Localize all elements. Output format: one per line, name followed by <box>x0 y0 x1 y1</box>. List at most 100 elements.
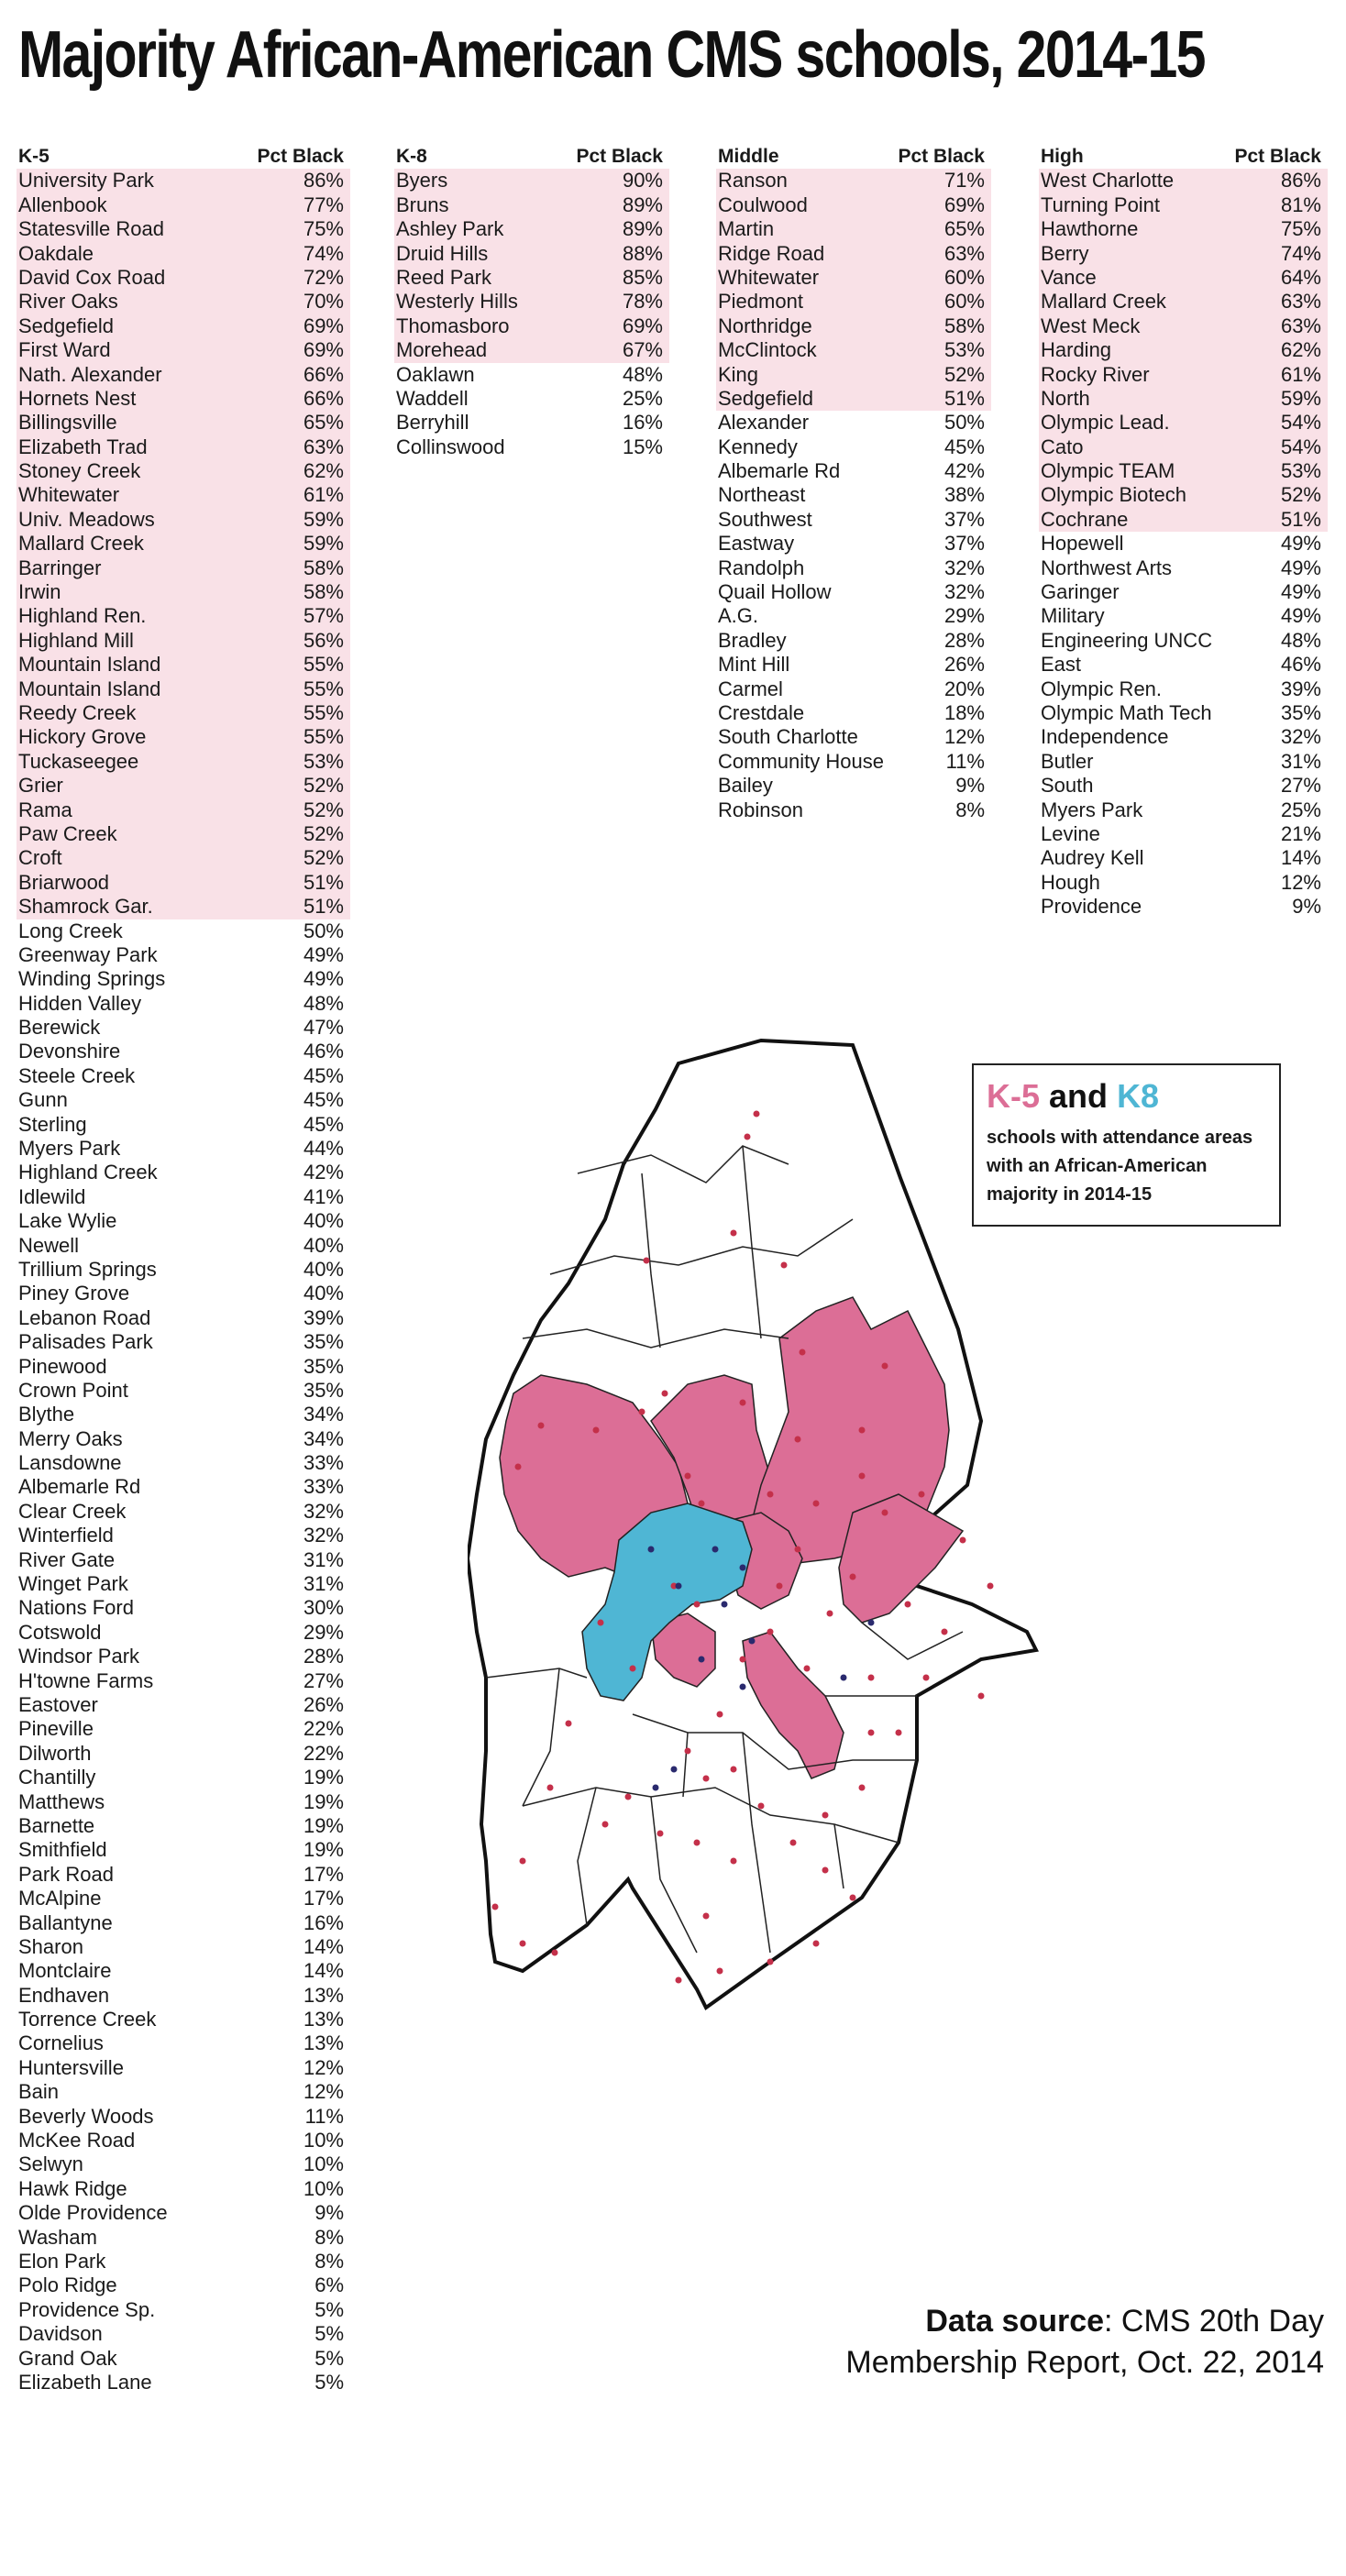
table-row: Winding Springs 49% <box>17 967 350 991</box>
school-dot <box>624 1793 632 1800</box>
pct-black: 11% <box>304 2104 344 2128</box>
pct-black: 13% <box>303 2008 344 2031</box>
school-name: Mountain Island <box>18 677 161 700</box>
pct-black: 33% <box>303 1475 344 1499</box>
school-dot <box>551 1949 558 1956</box>
school-name: David Cox Road <box>18 265 166 289</box>
column-header-level: K-8 <box>396 146 427 167</box>
table-row: First Ward 69% <box>17 338 350 363</box>
source-label: Data source <box>925 2304 1105 2339</box>
pct-black: 15% <box>622 435 663 458</box>
table-row: Dilworth 22% <box>17 1742 350 1766</box>
attendance-area-map <box>468 1038 1039 2010</box>
table-row: Randolph 32% <box>716 556 991 580</box>
table-row: Carmel 20% <box>716 677 991 701</box>
table-row: Sedgefield 69% <box>17 314 350 339</box>
table-row: Reed Park 85% <box>394 265 669 291</box>
school-name: Providence Sp. <box>18 2297 156 2321</box>
table-row: Myers Park 44% <box>17 1137 350 1161</box>
school-name: Shamrock Gar. <box>18 895 153 919</box>
school-name: Hawthorne <box>1041 217 1139 241</box>
table-row: Northeast 38% <box>716 483 991 507</box>
school-name: Southwest <box>718 507 812 531</box>
table-row: Engineering UNCC 48% <box>1039 629 1328 653</box>
pct-black: 22% <box>303 1717 344 1741</box>
pct-black: 88% <box>622 241 663 265</box>
school-name: Harding <box>1041 338 1112 362</box>
pct-black: 56% <box>303 628 344 652</box>
table-row: Piney Grove 40% <box>17 1282 350 1305</box>
data-source-note: Data source: CMS 20th Day Membership Rep… <box>845 2301 1324 2383</box>
pct-black: 14% <box>303 1959 344 1983</box>
pct-black: 12% <box>303 2080 344 2104</box>
pct-black: 74% <box>303 241 344 265</box>
pct-black: 14% <box>303 1934 344 1958</box>
school-name: Montclaire <box>18 1959 112 1983</box>
school-name: Park Road <box>18 1862 114 1886</box>
school-name: Palisades Park <box>18 1330 153 1354</box>
k5-areas-south <box>742 1631 844 1779</box>
table-row: Elizabeth Lane 5% <box>17 2371 350 2394</box>
table-row: Irwin 58% <box>17 580 350 605</box>
legend-line: schools with attendance areas <box>987 1128 1253 1148</box>
legend-k5-label: K-5 <box>987 1077 1041 1115</box>
pct-black: 52% <box>1280 483 1321 507</box>
pct-black: 90% <box>622 169 663 193</box>
school-name: First Ward <box>18 338 111 362</box>
school-dot <box>698 1500 705 1507</box>
pct-black: 40% <box>303 1257 344 1281</box>
table-row: McAlpine 17% <box>17 1887 350 1910</box>
school-name: Martin <box>718 217 775 241</box>
school-name: King <box>718 362 759 386</box>
school-name: North <box>1041 386 1090 410</box>
school-name: Independence <box>1041 725 1169 749</box>
school-dot <box>822 1866 829 1874</box>
school-name: Irwin <box>18 580 61 604</box>
school-name: Reedy Creek <box>18 700 137 724</box>
pct-black: 60% <box>943 265 985 289</box>
school-name: Military <box>1041 604 1105 628</box>
pct-black: 66% <box>303 362 344 386</box>
school-name: A.G. <box>718 604 759 628</box>
pct-black: 42% <box>943 459 985 483</box>
school-name: Engineering UNCC <box>1041 628 1213 652</box>
school-name: Olympic Math Tech <box>1041 700 1212 724</box>
table-row: Olde Providence 9% <box>17 2201 350 2225</box>
pct-black: 28% <box>303 1645 344 1668</box>
school-dot <box>767 1628 774 1635</box>
pct-black: 52% <box>303 821 344 845</box>
school-dot <box>739 1399 746 1406</box>
table-row: Mallard Creek 59% <box>17 532 350 556</box>
table-row: Southwest 37% <box>716 508 991 532</box>
pct-black: 25% <box>622 386 663 410</box>
table-row: Bailey 9% <box>716 774 991 798</box>
map-regions <box>468 1038 1039 2010</box>
pct-black: 35% <box>303 1378 344 1402</box>
pct-black: 49% <box>1280 532 1321 556</box>
table-row: Mountain Island 55% <box>17 677 350 701</box>
pct-black: 53% <box>1280 459 1321 483</box>
school-dot <box>922 1674 930 1681</box>
pct-black: 5% <box>314 2322 344 2346</box>
school-name: H'towne Farms <box>18 1668 154 1692</box>
pct-black: 49% <box>1280 604 1321 628</box>
table-row: Crestdale 18% <box>716 701 991 725</box>
pct-black: 9% <box>314 2201 344 2225</box>
pct-black: 46% <box>1280 653 1321 677</box>
school-name: Nath. Alexander <box>18 362 162 386</box>
school-dot <box>794 1546 801 1553</box>
pct-black: 45% <box>303 1088 344 1112</box>
pct-black: 13% <box>303 2031 344 2055</box>
pct-black: 63% <box>1280 290 1321 314</box>
table-row: Military 49% <box>1039 604 1328 628</box>
table-row: Stoney Creek 62% <box>17 459 350 484</box>
table-row: Kennedy 45% <box>716 435 991 459</box>
table-row: Cochrane 51% <box>1039 507 1328 533</box>
pct-black: 51% <box>943 386 985 410</box>
table-row: Vance 64% <box>1039 265 1328 291</box>
pct-black: 34% <box>303 1403 344 1426</box>
table-row: Olympic TEAM 53% <box>1039 459 1328 484</box>
table-row: East 46% <box>1039 653 1328 677</box>
table-row: Clear Creek 32% <box>17 1500 350 1524</box>
school-name: Devonshire <box>18 1040 121 1063</box>
